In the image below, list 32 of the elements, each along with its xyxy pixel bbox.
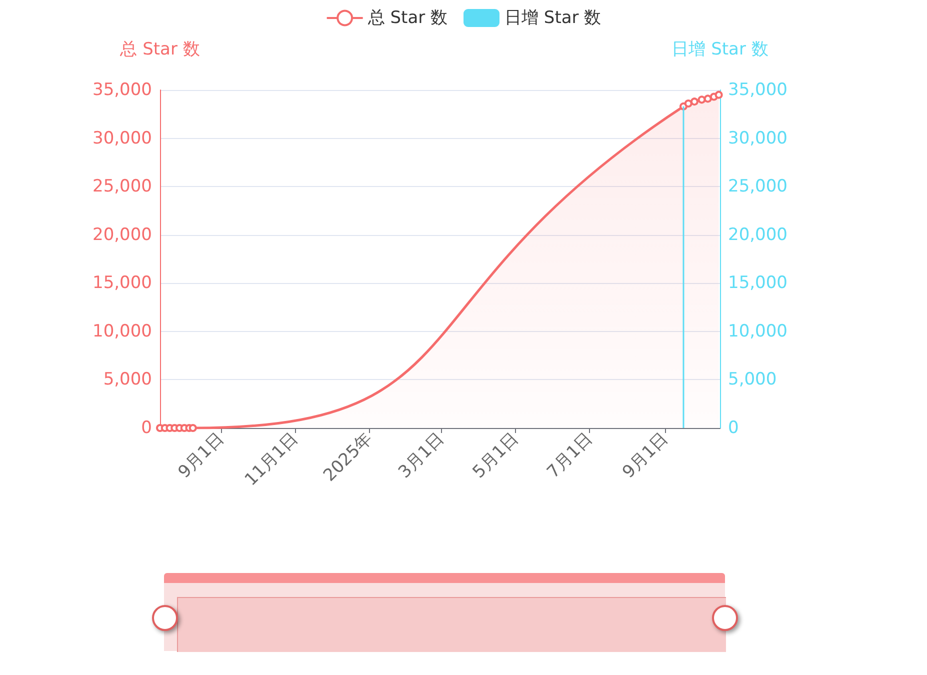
point (698, 96, 706, 104)
x-tick-label: 11月1日 (241, 428, 302, 490)
y-tick-label: 15,000 (92, 273, 152, 294)
y-axis-title: 总 Star 数 (119, 40, 200, 60)
y2-tick-label: 30,000 (728, 128, 788, 148)
y-tick-label: 0 (141, 418, 152, 438)
point (684, 100, 692, 108)
y2-tick-label: 15,000 (728, 273, 788, 294)
point (704, 94, 712, 103)
y2-tick-label: 10,000 (728, 321, 788, 342)
legend-label: 总 Star 数 (366, 8, 448, 28)
y-tick-label: 25,000 (92, 176, 152, 197)
y2-tick-label: 0 (728, 418, 739, 438)
x-tick-label: 5月1日 (469, 428, 523, 482)
point (690, 98, 698, 106)
y-tick-label: 35,000 (92, 80, 152, 100)
y2-tick-label: 20,000 (728, 224, 788, 245)
y-tick-label: 20,000 (92, 224, 152, 245)
legend-label: 日增 Star 数 (504, 8, 602, 28)
y-tick-label: 30,000 (92, 128, 152, 148)
x-tick-label: 7月1日 (543, 428, 597, 482)
x-tick-label: 9月1日 (618, 428, 672, 482)
y2-tick-label: 5,000 (728, 370, 777, 390)
y-tick-label: 5,000 (103, 370, 152, 390)
y-tick-label: 10,000 (92, 321, 152, 342)
x-tick-label: 3月1日 (394, 428, 448, 482)
y2-tick-label: 25,000 (728, 176, 788, 197)
point (714, 90, 723, 99)
y2-axis-title: 日增 Star 数 (672, 40, 768, 60)
point (188, 424, 197, 432)
y2-tick-label: 35,000 (728, 80, 788, 100)
x-tick-label: 9月1日 (174, 428, 228, 482)
